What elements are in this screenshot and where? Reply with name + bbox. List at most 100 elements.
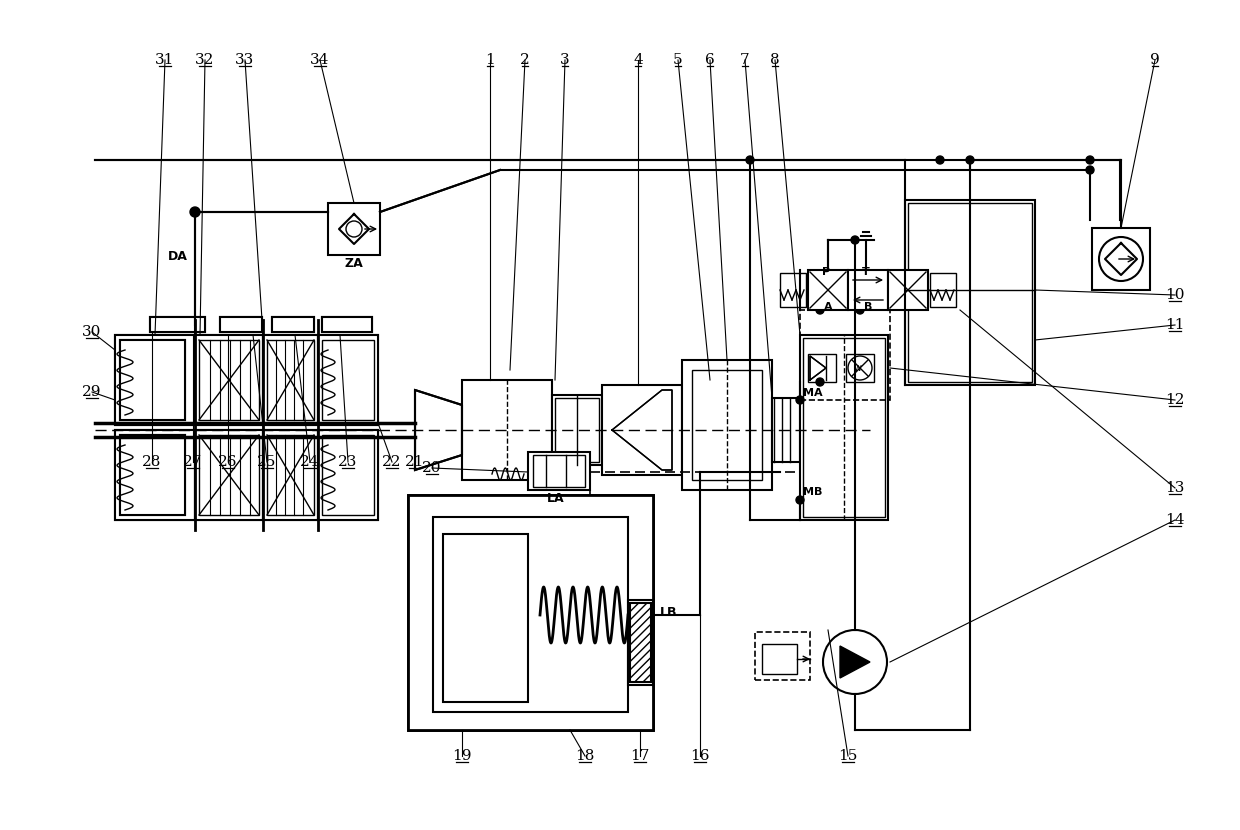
Bar <box>808 270 848 310</box>
Circle shape <box>346 221 362 237</box>
Bar <box>120 435 185 515</box>
Bar <box>1092 228 1149 290</box>
Bar <box>773 398 800 462</box>
Bar <box>263 335 317 425</box>
Circle shape <box>823 630 887 694</box>
Polygon shape <box>613 390 672 470</box>
Bar <box>317 335 378 425</box>
Circle shape <box>856 306 864 314</box>
Bar <box>322 340 374 420</box>
Circle shape <box>1086 166 1094 174</box>
Bar <box>150 317 205 332</box>
Bar <box>263 430 317 520</box>
Bar <box>930 273 956 307</box>
Bar <box>115 335 195 425</box>
Text: MA: MA <box>804 388 822 398</box>
Bar <box>120 435 185 515</box>
Polygon shape <box>415 390 463 470</box>
Bar <box>556 398 599 462</box>
Circle shape <box>1099 237 1143 281</box>
Circle shape <box>796 396 804 404</box>
Bar <box>195 335 263 425</box>
Circle shape <box>936 156 944 164</box>
Text: A: A <box>823 302 832 312</box>
Bar <box>627 600 653 685</box>
Text: 25: 25 <box>258 455 277 469</box>
Text: 4: 4 <box>634 53 642 67</box>
Bar <box>533 455 585 487</box>
Circle shape <box>816 306 825 314</box>
Bar <box>552 395 601 465</box>
Text: 14: 14 <box>1166 513 1184 527</box>
Text: 2: 2 <box>520 53 529 67</box>
Bar <box>780 273 806 307</box>
Bar <box>263 430 317 520</box>
Text: 9: 9 <box>1151 53 1159 67</box>
Bar <box>115 335 195 425</box>
Text: 16: 16 <box>691 749 709 763</box>
Text: 28: 28 <box>143 455 161 469</box>
Bar <box>317 430 378 520</box>
Text: 24: 24 <box>300 455 320 469</box>
Bar <box>800 335 888 520</box>
Text: 30: 30 <box>82 325 102 339</box>
Circle shape <box>848 356 872 380</box>
Circle shape <box>796 496 804 504</box>
Text: 1: 1 <box>485 53 495 67</box>
Bar <box>195 335 263 425</box>
Text: B: B <box>864 302 872 312</box>
Bar <box>272 317 314 332</box>
Bar <box>528 452 590 490</box>
Text: 20: 20 <box>423 461 441 475</box>
Bar <box>408 495 653 730</box>
Text: 26: 26 <box>218 455 238 469</box>
Bar <box>195 430 263 520</box>
Bar <box>219 317 262 332</box>
Bar <box>198 435 259 515</box>
Text: 22: 22 <box>382 455 402 469</box>
Bar <box>115 430 195 520</box>
Text: 7: 7 <box>740 53 750 67</box>
Circle shape <box>190 207 200 217</box>
Bar <box>433 517 627 712</box>
Circle shape <box>851 236 859 244</box>
Bar <box>317 430 378 520</box>
Text: 19: 19 <box>453 749 471 763</box>
Bar <box>267 435 314 515</box>
Text: 33: 33 <box>236 53 254 67</box>
Text: 18: 18 <box>575 749 595 763</box>
Text: 15: 15 <box>838 749 858 763</box>
Text: 21: 21 <box>405 455 425 469</box>
Bar <box>115 430 195 520</box>
Text: 13: 13 <box>1166 481 1184 495</box>
Bar <box>267 340 314 420</box>
Text: P: P <box>822 267 830 277</box>
Text: 11: 11 <box>1166 318 1184 332</box>
Bar <box>443 534 528 702</box>
Bar <box>322 435 374 515</box>
Text: 5: 5 <box>673 53 683 67</box>
Text: 6: 6 <box>706 53 715 67</box>
Text: LB: LB <box>660 606 677 618</box>
Text: T: T <box>862 267 870 277</box>
Text: 12: 12 <box>1166 393 1184 407</box>
Bar <box>682 360 773 490</box>
Text: 10: 10 <box>1166 288 1184 302</box>
Text: 3: 3 <box>560 53 570 67</box>
Bar <box>755 632 810 680</box>
Bar <box>329 203 379 255</box>
Bar <box>905 200 1035 385</box>
Bar <box>848 270 888 310</box>
Text: 8: 8 <box>770 53 780 67</box>
Text: ZA: ZA <box>345 257 363 270</box>
Bar <box>808 354 836 382</box>
Circle shape <box>816 378 825 386</box>
Bar <box>630 603 651 682</box>
Bar <box>800 310 890 400</box>
Text: 31: 31 <box>155 53 175 67</box>
Bar <box>150 317 205 332</box>
Text: 29: 29 <box>82 385 102 399</box>
Bar <box>322 317 372 332</box>
Bar <box>601 385 682 475</box>
Bar <box>198 340 259 420</box>
